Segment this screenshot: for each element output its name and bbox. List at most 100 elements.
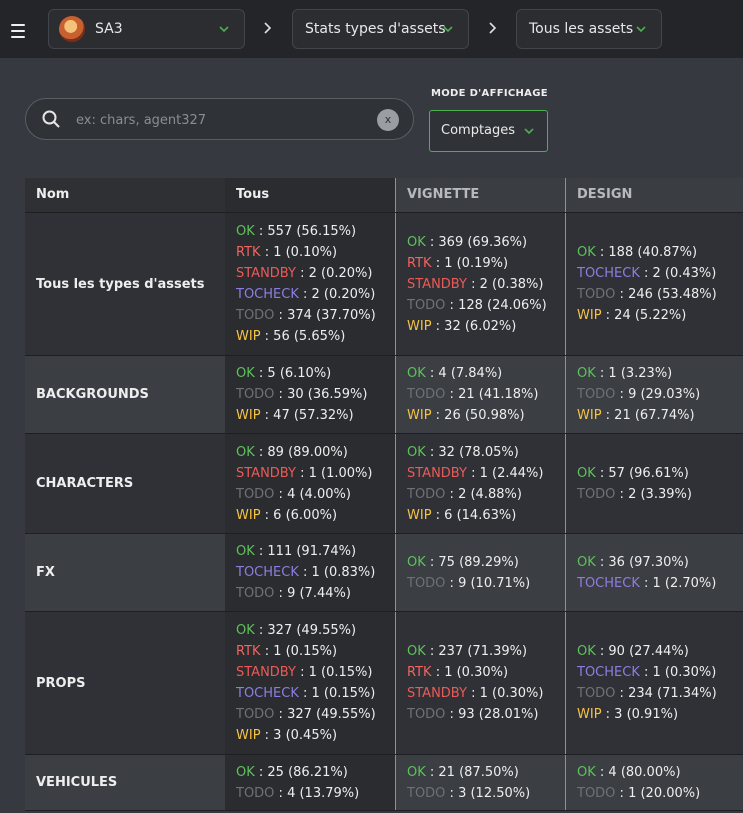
- asset-filter-name: Tous les assets: [529, 21, 634, 37]
- status-line: OK : 57 (96.61%): [566, 463, 743, 484]
- stats-cell: OK : 89 (89.00%) STANDBY : 1 (1.00%) TODO …: [225, 434, 395, 533]
- status-count: : 1 (0.15%): [260, 644, 338, 659]
- status-count: : 557 (56.15%): [254, 224, 357, 239]
- asset-filter-selector[interactable]: Tous les assets: [516, 9, 662, 49]
- status-count: : 374 (37.70%): [274, 308, 376, 323]
- status-name: TOCHECK: [577, 575, 640, 591]
- status-line: WIP : 21 (67.74%): [566, 405, 743, 426]
- table-row: BACKGROUNDS OK : 5 (6.10%) TODO : 30 (36.5…: [25, 356, 743, 434]
- column-header-vignette: VIGNETTE: [395, 178, 565, 212]
- status-line: TODO : 9 (29.03%): [566, 384, 743, 405]
- status-line: WIP : 3 (0.45%): [225, 725, 395, 746]
- status-line: STANDBY : 1 (0.30%): [396, 683, 565, 704]
- status-name: WIP: [236, 408, 261, 423]
- status-line: TODO : 4 (13.79%): [225, 783, 395, 804]
- status-count: : 1 (0.83%): [298, 565, 376, 580]
- status-count: : 128 (24.06%): [445, 297, 547, 313]
- status-line: OK : 327 (49.55%): [225, 620, 395, 641]
- search-icon: [42, 110, 60, 128]
- status-name: TODO: [407, 785, 446, 801]
- status-name: OK: [407, 764, 426, 780]
- stats-cell: OK : 188 (40.87%) TOCHECK : 2 (0.43%) TODO…: [565, 213, 743, 355]
- asset-type-name: FX: [25, 534, 225, 611]
- project-avatar: [59, 16, 85, 42]
- status-count: : 234 (71.34%): [615, 686, 717, 701]
- status-count: : 93 (28.01%): [445, 707, 539, 722]
- display-mode-select[interactable]: Comptages: [429, 110, 548, 152]
- status-name: WIP: [577, 308, 602, 323]
- status-line: TOCHECK : 2 (0.43%): [566, 263, 743, 284]
- asset-type-name: BACKGROUNDS: [25, 356, 225, 433]
- status-name: WIP: [236, 728, 261, 743]
- section-name: Stats types d'assets: [305, 21, 446, 37]
- status-count: : 24 (5.22%): [601, 308, 687, 323]
- project-selector[interactable]: SA3: [48, 9, 245, 49]
- status-line: TODO : 246 (53.48%): [566, 284, 743, 305]
- chevron-right-icon: [489, 22, 497, 34]
- status-count: : 1 (0.10%): [260, 245, 338, 260]
- status-name: TODO: [407, 297, 446, 313]
- status-count: : 2 (0.20%): [298, 287, 376, 302]
- status-line: OK : 237 (71.39%): [396, 641, 565, 662]
- status-count: : 2 (3.39%): [615, 486, 692, 502]
- table-body: Tous les types d'assets OK : 557 (56.15%)…: [25, 213, 743, 811]
- search-input[interactable]: [74, 109, 368, 131]
- status-count: : 21 (67.74%): [601, 408, 695, 423]
- status-line: TOCHECK : 1 (0.30%): [566, 662, 743, 683]
- status-count: : 89 (89.00%): [254, 444, 348, 460]
- status-name: TOCHECK: [577, 266, 640, 281]
- status-count: : 21 (87.50%): [425, 764, 519, 780]
- asset-stats-table: Nom Tous VIGNETTE DESIGN Tous les types …: [25, 178, 743, 811]
- status-name: TODO: [577, 387, 616, 402]
- status-line: WIP : 47 (57.32%): [225, 405, 395, 426]
- chevron-down-icon: [443, 26, 453, 33]
- status-line: WIP : 6 (6.00%): [225, 505, 395, 526]
- status-count: : 2 (0.43%): [639, 266, 717, 281]
- status-name: TODO: [577, 486, 616, 502]
- column-header-design: DESIGN: [565, 178, 743, 212]
- status-name: TOCHECK: [236, 287, 299, 302]
- status-count: : 3 (0.45%): [260, 728, 338, 743]
- status-name: WIP: [407, 507, 432, 523]
- status-count: : 9 (7.44%): [274, 586, 351, 601]
- status-count: : 21 (41.18%): [445, 387, 539, 402]
- status-name: OK: [407, 554, 426, 570]
- clear-search-button[interactable]: x: [377, 109, 399, 131]
- chevron-down-icon: [219, 26, 229, 33]
- status-name: TOCHECK: [577, 665, 640, 680]
- status-count: : 2 (4.88%): [445, 486, 522, 502]
- status-count: : 9 (10.71%): [445, 575, 531, 591]
- asset-type-name: PROPS: [25, 612, 225, 754]
- status-line: OK : 36 (97.30%): [566, 552, 743, 573]
- status-line: WIP : 24 (5.22%): [566, 305, 743, 326]
- status-line: TOCHECK : 1 (2.70%): [566, 573, 743, 594]
- status-count: : 111 (91.74%): [254, 544, 357, 559]
- stats-cell: OK : 237 (71.39%) RTK : 1 (0.30%) STANDBY …: [395, 612, 565, 754]
- section-selector[interactable]: Stats types d'assets: [292, 9, 469, 49]
- display-mode-label: MODE D'AFFICHAGE: [431, 88, 548, 99]
- stats-cell: OK : 32 (78.05%) STANDBY : 1 (2.44%) TODO …: [395, 434, 565, 533]
- status-name: OK: [236, 224, 255, 239]
- status-count: : 2 (0.20%): [295, 266, 373, 281]
- status-count: : 1 (0.30%): [431, 665, 509, 680]
- status-count: : 188 (40.87%): [595, 245, 698, 260]
- status-line: OK : 21 (87.50%): [396, 762, 565, 783]
- status-count: : 246 (53.48%): [615, 287, 717, 302]
- column-header-all: Tous: [225, 178, 395, 212]
- status-line: OK : 4 (7.84%): [396, 363, 565, 384]
- status-line: OK : 75 (89.29%): [396, 552, 565, 573]
- status-count: : 5 (6.10%): [254, 366, 332, 381]
- status-line: RTK : 1 (0.10%): [225, 242, 395, 263]
- status-count: : 1 (0.15%): [298, 686, 376, 701]
- menu-icon[interactable]: [11, 24, 25, 40]
- status-line: WIP : 3 (0.91%): [566, 704, 743, 725]
- table-row: PROPS OK : 327 (49.55%) RTK : 1 (0.15%) STA…: [25, 612, 743, 755]
- table-row: Tous les types d'assets OK : 557 (56.15%)…: [25, 213, 743, 356]
- status-line: TODO : 93 (28.01%): [396, 704, 565, 725]
- status-count: : 25 (86.21%): [254, 764, 348, 780]
- status-name: WIP: [577, 408, 602, 423]
- status-name: OK: [407, 234, 426, 250]
- status-line: OK : 557 (56.15%): [225, 221, 395, 242]
- status-line: STANDBY : 1 (1.00%): [225, 463, 395, 484]
- status-name: STANDBY: [236, 465, 296, 481]
